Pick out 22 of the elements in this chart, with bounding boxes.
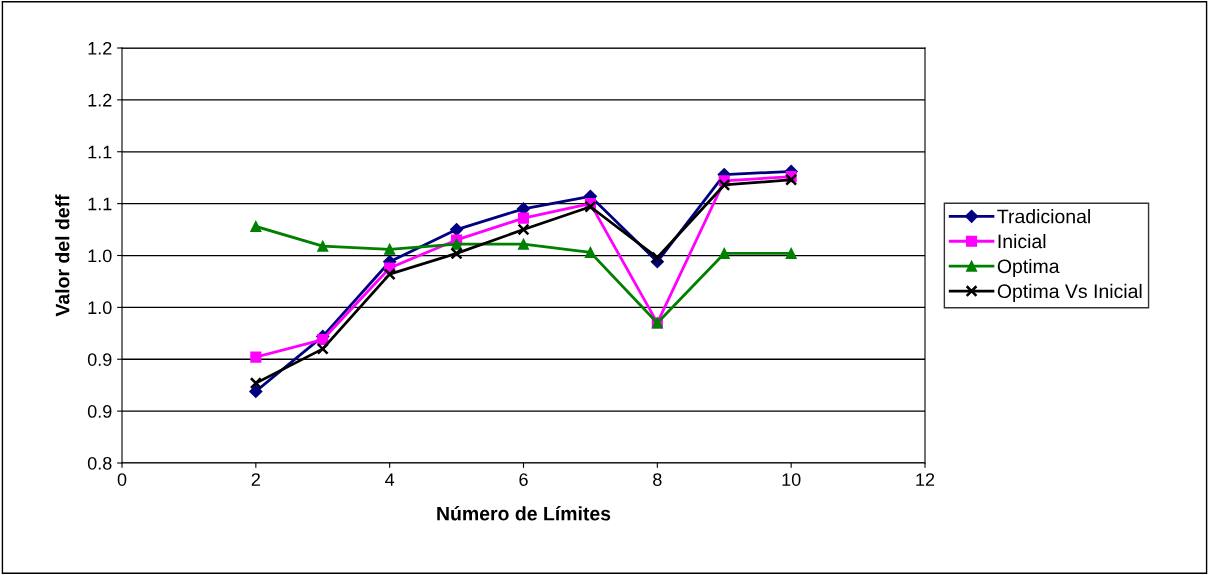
x-tick-label: 12 xyxy=(916,473,935,486)
x-tick-label: 2 xyxy=(251,473,260,486)
x-tick-label: 0 xyxy=(117,473,127,486)
y-axis-title: Valor del deff xyxy=(55,194,70,317)
x-axis-title: Número de Límites xyxy=(437,506,611,521)
y-tick-label: 1.2 xyxy=(88,93,112,107)
y-tick-label: 1.0 xyxy=(88,249,112,263)
x-tick-label: 4 xyxy=(385,473,395,486)
y-tick-label: 0.9 xyxy=(87,405,112,418)
y-tick-label: 1.1 xyxy=(88,197,112,211)
x-tick-label: 10 xyxy=(782,473,801,486)
y-tick-label: 0.9 xyxy=(87,353,112,366)
y-tick-label: 1.1 xyxy=(88,145,112,159)
y-tick-label: 1.2 xyxy=(88,41,112,55)
y-tick-label: 1.0 xyxy=(88,301,112,315)
legend-label: Inicial xyxy=(998,233,1046,249)
legend-label: Optima Vs Inicial xyxy=(997,283,1142,302)
x-tick-label: 6 xyxy=(519,473,528,486)
y-tick-label: 0.8 xyxy=(87,456,112,470)
legend-label: Tradicional xyxy=(997,209,1090,224)
legend-label: Optima xyxy=(997,258,1060,278)
x-tick-label: 8 xyxy=(653,473,662,486)
